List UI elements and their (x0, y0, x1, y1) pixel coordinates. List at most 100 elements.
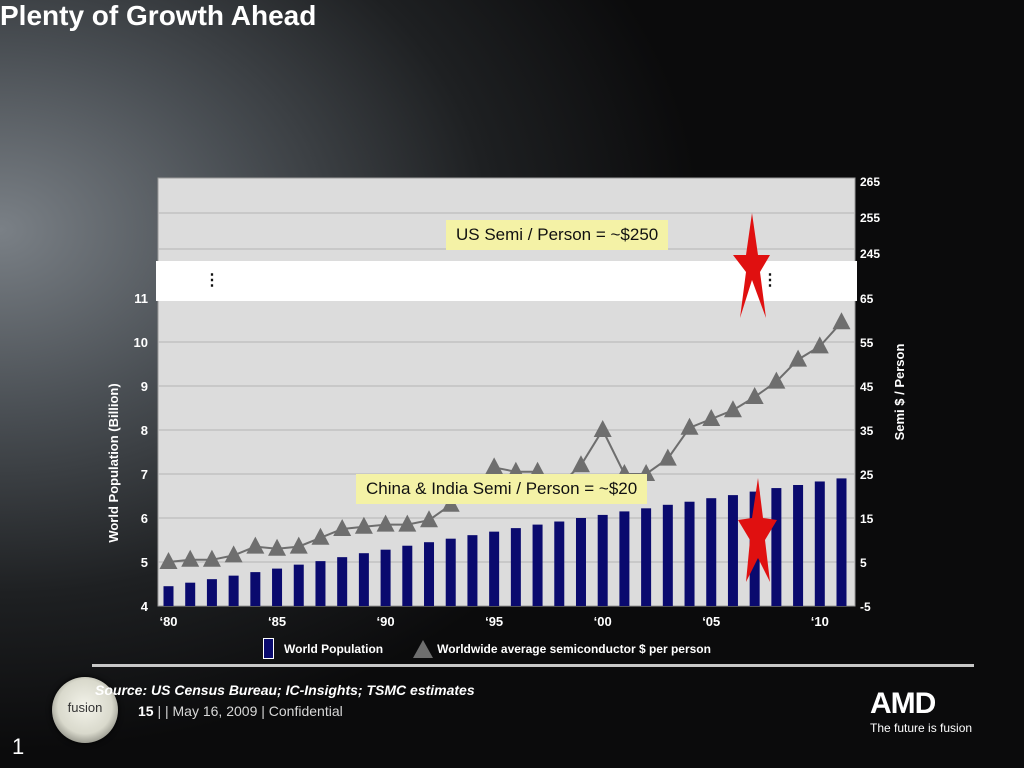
x-axis-ticks: ‘80 ‘85 ‘90 ‘95 ‘00 ‘05 ‘10 (159, 614, 828, 629)
y-right-tick: 265 (860, 175, 880, 189)
population-bar (185, 582, 196, 606)
population-bar (402, 545, 413, 606)
semi-point (376, 514, 395, 532)
y-right-tick: -5 (860, 600, 871, 614)
y-left-tick: 8 (141, 423, 148, 438)
x-tick: ‘05 (702, 614, 720, 629)
population-bar (206, 579, 217, 606)
legend-triangle-swatch (413, 639, 434, 658)
population-bar (510, 528, 521, 606)
fusion-logo: fusion (52, 677, 118, 743)
population-bar (467, 535, 478, 606)
semi-point (159, 552, 178, 569)
semi-point (745, 387, 764, 404)
break-ellipsis-left: ⋮ (204, 272, 220, 289)
y-left-tick: 11 (134, 291, 148, 306)
population-bar (793, 485, 804, 606)
semi-point (593, 420, 612, 437)
x-tick: ‘80 (159, 614, 177, 629)
semi-point (485, 457, 504, 475)
semi-point (268, 538, 287, 556)
y-left-axis-label: World Population (Billion) (106, 383, 121, 542)
semi-point (224, 545, 243, 563)
amd-tagline: The future is fusion (870, 721, 973, 735)
semi-point (181, 549, 200, 567)
y-right-tick: 25 (860, 468, 874, 482)
fusion-logo-text: fusion (67, 700, 103, 715)
population-bar (641, 508, 652, 606)
semi-point (398, 514, 417, 532)
semi-point (723, 400, 742, 418)
china-india-star-marker (738, 478, 777, 582)
x-tick: ‘95 (485, 614, 503, 629)
y-right-tick: 45 (860, 380, 874, 394)
x-tick: ‘90 (377, 614, 395, 629)
population-bar (380, 549, 391, 606)
population-bar (163, 586, 174, 606)
population-bar (228, 575, 239, 606)
population-bar (727, 495, 738, 606)
population-bar (836, 478, 847, 606)
us-star-marker (733, 213, 770, 318)
left-axis-ticks: 4 5 6 7 8 9 10 11 (134, 291, 149, 614)
y-right-tick: 55 (860, 336, 874, 350)
population-bar (272, 568, 283, 606)
y-left-tick: 10 (134, 335, 148, 350)
semi-point (832, 312, 851, 330)
footer-page: 15 (138, 703, 154, 719)
population-bar (445, 538, 456, 606)
semi-point (571, 455, 590, 473)
semi-point (810, 336, 829, 354)
semi-point (702, 409, 721, 426)
y-right-tick: 15 (860, 512, 874, 526)
population-bar (619, 511, 630, 606)
source-note: Source: US Census Bureau; IC-Insights; T… (95, 682, 475, 698)
semi-point (767, 371, 786, 389)
population-bar (358, 553, 369, 606)
china-india-semi-callout: China & India Semi / Person = ~$20 (356, 474, 648, 504)
population-bar (293, 564, 304, 606)
population-bar (575, 518, 586, 606)
legend: World Population Worldwide average semic… (263, 638, 711, 659)
semi-point (289, 536, 308, 554)
right-axis-ticks: -5 5 15 25 35 45 55 65 245 255 265 (860, 175, 880, 614)
y-right-tick: 5 (860, 556, 867, 570)
legend-semi-label: Worldwide average semiconductor $ per pe… (437, 641, 711, 656)
population-bar (662, 504, 673, 606)
semi-point (658, 448, 677, 466)
semi-point (420, 510, 439, 528)
semi-point (354, 516, 373, 534)
y-right-tick: 255 (860, 211, 880, 225)
y-left-tick: 6 (141, 511, 148, 526)
population-bar (489, 531, 500, 606)
y-right-tick: 35 (860, 424, 874, 438)
semi-point (311, 527, 330, 545)
semi-point (333, 519, 352, 536)
us-semi-callout: US Semi / Person = ~$250 (446, 220, 669, 250)
population-bar (424, 542, 435, 606)
amd-logo: AMD (870, 687, 936, 720)
semi-point (246, 536, 265, 554)
footer-rule (92, 664, 974, 667)
population-bar (684, 501, 695, 606)
population-bar (706, 498, 717, 606)
page-number: 1 (12, 734, 25, 759)
population-bar (337, 557, 348, 606)
slide-title: Plenty of Growth Ahead (0, 0, 317, 31)
x-tick: ‘85 (268, 614, 286, 629)
y-left-tick: 5 (141, 555, 148, 570)
y-right-tick: 245 (860, 247, 880, 261)
population-bar (554, 521, 565, 606)
semi-point (202, 549, 221, 567)
population-bar (597, 514, 608, 606)
population-bar (315, 561, 326, 606)
population-bar (532, 524, 543, 606)
y-left-tick: 9 (141, 379, 148, 394)
population-bar (814, 481, 825, 606)
footer-date: | | May 16, 2009 | Confidential (157, 703, 343, 719)
y-right-tick: 65 (860, 292, 874, 306)
axis-break: ⋮ ⋮ (156, 261, 857, 301)
population-bar (250, 572, 261, 606)
semi-point (680, 417, 699, 435)
